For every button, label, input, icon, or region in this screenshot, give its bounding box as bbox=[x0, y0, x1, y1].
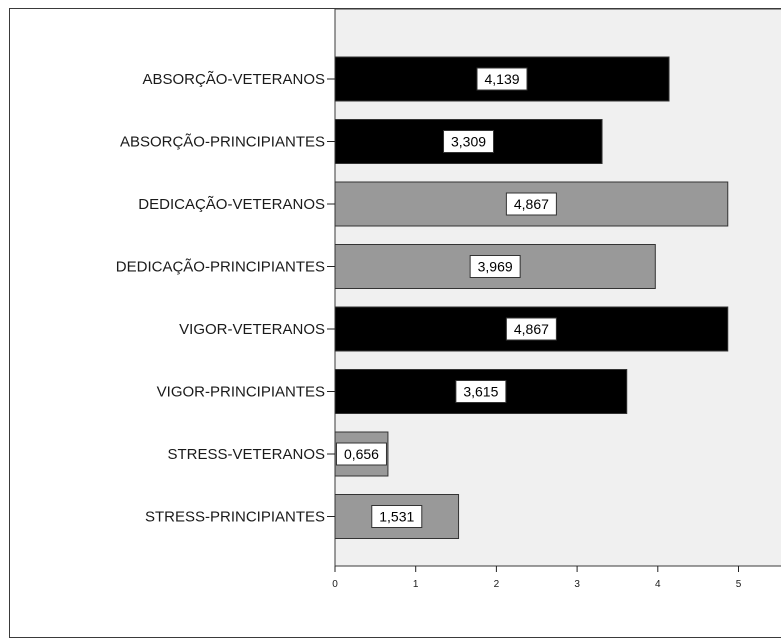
data-label: 1,531 bbox=[371, 505, 423, 528]
data-label-text: 4,867 bbox=[514, 196, 549, 212]
category-label: STRESS-PRINCIPIANTES bbox=[145, 509, 325, 526]
x-tick-label: 4 bbox=[655, 579, 661, 590]
data-label-box bbox=[505, 192, 557, 216]
x-axis-ticks: 0 1 2 3 4 5 bbox=[332, 566, 742, 590]
category-label: DEDICAÇÃO-PRINCIPIANTES bbox=[116, 259, 325, 276]
y-axis-ticks bbox=[327, 78, 335, 517]
category-label: STRESS-VETERANOS bbox=[167, 446, 325, 463]
data-label-text: 0,656 bbox=[344, 446, 379, 462]
chart-frame: ABSORÇÃO-VETERANOS ABSORÇÃO-PRINCIPIANTES… bbox=[9, 8, 781, 638]
data-label-box bbox=[476, 67, 528, 91]
data-label-box bbox=[455, 380, 507, 403]
x-tick-label: 2 bbox=[494, 579, 500, 590]
data-label: 4,867 bbox=[505, 317, 557, 341]
x-tick-label: 0 bbox=[332, 579, 338, 590]
data-label-text: 4,139 bbox=[484, 71, 519, 87]
data-label-box bbox=[443, 130, 495, 153]
data-label-text: 4,867 bbox=[514, 321, 549, 337]
category-label: DEDICAÇÃO-VETERANOS bbox=[138, 196, 325, 213]
data-label: 3,615 bbox=[455, 380, 507, 403]
category-label: ABSORÇÃO-PRINCIPIANTES bbox=[120, 134, 325, 151]
data-labels: 4,139 3,309 4,867 3,969 4,867 3,615 0,656 1,531 bbox=[335, 67, 557, 528]
data-label-text: 3,615 bbox=[463, 384, 498, 400]
data-label: 3,309 bbox=[443, 130, 495, 153]
data-label: 4,867 bbox=[505, 192, 557, 216]
data-label-text: 3,309 bbox=[451, 134, 486, 150]
data-label-text: 3,969 bbox=[478, 259, 513, 275]
category-label: VIGOR-PRINCIPIANTES bbox=[157, 384, 325, 401]
category-labels: ABSORÇÃO-VETERANOS ABSORÇÃO-PRINCIPIANTES… bbox=[116, 71, 325, 526]
data-label-box bbox=[469, 255, 521, 278]
data-label-box bbox=[505, 317, 557, 341]
bar-chart: ABSORÇÃO-VETERANOS ABSORÇÃO-PRINCIPIANTES… bbox=[116, 9, 781, 590]
data-label: 3,969 bbox=[469, 255, 521, 278]
x-tick-label: 3 bbox=[574, 579, 580, 590]
data-label-box bbox=[371, 505, 423, 528]
data-label-box bbox=[335, 442, 387, 466]
category-label: VIGOR-VETERANOS bbox=[179, 321, 325, 338]
data-label: 4,139 bbox=[476, 67, 528, 91]
x-tick-label: 1 bbox=[413, 579, 419, 590]
data-label-text: 1,531 bbox=[379, 509, 414, 525]
x-tick-label: 5 bbox=[736, 579, 742, 590]
data-label: 0,656 bbox=[335, 442, 387, 466]
category-label: ABSORÇÃO-VETERANOS bbox=[142, 71, 325, 88]
